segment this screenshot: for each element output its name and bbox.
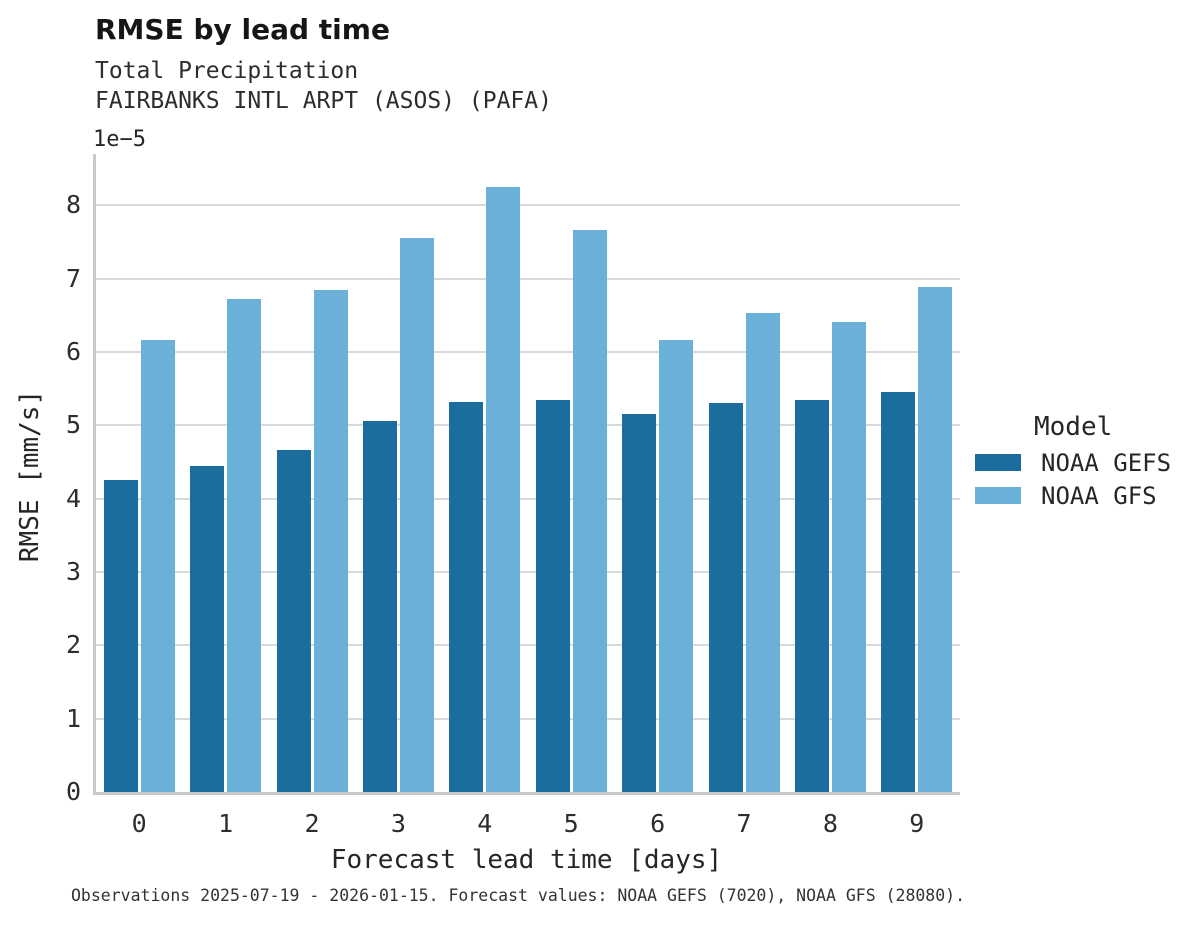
footer-caption: Observations 2025-07-19 - 2026-01-15. Fo… bbox=[71, 886, 966, 905]
bar-noaa-gefs-day-7 bbox=[708, 402, 743, 792]
legend-label-noaa-gfs: NOAA GFS bbox=[1041, 481, 1157, 510]
legend-title: Model bbox=[1034, 412, 1113, 442]
bar-noaa-gfs-day-4 bbox=[486, 187, 521, 792]
x-tick-label-5: 5 bbox=[563, 809, 579, 838]
y-axis-offset-label: 1e−5 bbox=[93, 127, 146, 152]
bar-noaa-gfs-day-2 bbox=[313, 289, 348, 792]
legend-swatch-noaa-gfs bbox=[975, 487, 1021, 504]
y-tick-label-4: 4 bbox=[65, 483, 81, 513]
y-tick-label-1: 1 bbox=[65, 703, 81, 733]
x-tick-label-2: 2 bbox=[304, 809, 320, 838]
bar-noaa-gefs-day-5 bbox=[535, 400, 570, 792]
x-axis-title: Forecast lead time [days] bbox=[330, 845, 723, 875]
bar-noaa-gefs-day-3 bbox=[362, 420, 397, 792]
x-tick-label-9: 9 bbox=[909, 809, 925, 838]
bar-noaa-gefs-day-6 bbox=[622, 413, 657, 792]
legend: Model NOAA GEFS NOAA GFS bbox=[975, 412, 1171, 512]
bar-noaa-gfs-day-7 bbox=[745, 313, 780, 792]
gridline-y-5 bbox=[96, 424, 960, 427]
y-tick-label-3: 3 bbox=[65, 557, 81, 586]
chart-subtitle-variable: Total Precipitation bbox=[95, 58, 359, 84]
legend-label-noaa-gefs: NOAA GEFS bbox=[1041, 448, 1172, 477]
x-tick-label-3: 3 bbox=[390, 809, 406, 838]
x-tick-label-0: 0 bbox=[131, 809, 147, 838]
x-tick-label-6: 6 bbox=[650, 809, 666, 838]
bar-noaa-gefs-day-4 bbox=[449, 401, 484, 792]
y-tick-label-6: 6 bbox=[65, 337, 81, 366]
legend-entry-noaa-gefs: NOAA GEFS bbox=[975, 446, 1171, 479]
plot-area: 0 1 2 3 4 5 6 7 8 0 1 2 3 4 5 6 7 8 9 bbox=[66, 154, 960, 837]
bar-noaa-gfs-day-0 bbox=[140, 339, 175, 792]
x-tick-label-8: 8 bbox=[822, 809, 838, 838]
gridline-y-7 bbox=[96, 277, 960, 280]
bar-noaa-gefs-day-8 bbox=[794, 400, 829, 792]
y-tick-label-2: 2 bbox=[65, 630, 81, 660]
bar-noaa-gefs-day-1 bbox=[190, 465, 225, 792]
gridline-y-3 bbox=[96, 571, 960, 573]
bar-noaa-gfs-day-6 bbox=[659, 339, 694, 792]
y-tick-label-5: 5 bbox=[65, 410, 81, 440]
bar-noaa-gefs-day-2 bbox=[276, 449, 311, 792]
gridline-y-1 bbox=[96, 717, 960, 720]
legend-entry-noaa-gfs: NOAA GFS bbox=[975, 479, 1171, 512]
bar-noaa-gfs-day-1 bbox=[227, 298, 262, 792]
x-tick-label-1: 1 bbox=[218, 809, 234, 838]
bar-noaa-gefs-day-9 bbox=[881, 392, 916, 792]
chart-subtitle-station: FAIRBANKS INTL ARPT (ASOS) (PAFA) bbox=[95, 88, 552, 114]
bar-noaa-gefs-day-0 bbox=[103, 480, 138, 792]
gridline-y-4 bbox=[96, 497, 960, 500]
y-tick-label-8: 8 bbox=[65, 190, 81, 220]
y-tick-label-7: 7 bbox=[65, 263, 81, 293]
x-tick-label-4: 4 bbox=[477, 809, 493, 838]
bar-noaa-gfs-day-8 bbox=[831, 321, 866, 792]
gridline-y-6 bbox=[96, 351, 960, 353]
gridline-y-2 bbox=[96, 644, 960, 647]
y-tick-label-0: 0 bbox=[65, 777, 81, 806]
gridline-y-8 bbox=[96, 204, 960, 207]
chart-header: RMSE by lead time Total Precipitation FA… bbox=[95, 13, 552, 116]
bar-noaa-gfs-day-3 bbox=[399, 238, 434, 792]
bar-noaa-gfs-day-9 bbox=[918, 286, 953, 792]
x-tick-label-7: 7 bbox=[736, 809, 752, 838]
chart-title: RMSE by lead time bbox=[95, 13, 390, 46]
legend-swatch-noaa-gefs bbox=[975, 454, 1021, 471]
bar-noaa-gfs-day-5 bbox=[572, 229, 607, 792]
